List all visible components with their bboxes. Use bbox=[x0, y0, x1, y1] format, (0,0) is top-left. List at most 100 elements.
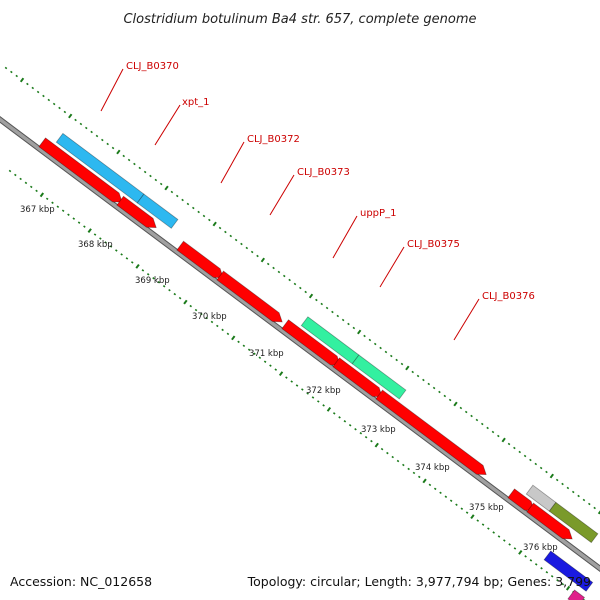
outer-ruler-major-tick bbox=[164, 185, 169, 191]
inner-ruler-minor-tick bbox=[540, 567, 543, 570]
inner-ruler-major-tick bbox=[183, 299, 188, 305]
outer-ruler-minor-tick bbox=[101, 138, 104, 142]
outer-ruler-minor-tick bbox=[523, 454, 527, 458]
outer-ruler-minor-tick bbox=[47, 98, 51, 102]
cds-arrow-clj-b0376[interactable] bbox=[375, 389, 487, 476]
inner-ruler-minor-tick bbox=[216, 324, 219, 328]
inner-ruler-minor-tick bbox=[141, 269, 145, 272]
outer-ruler-minor-tick bbox=[341, 318, 345, 322]
inner-ruler-minor-tick bbox=[348, 424, 352, 427]
kbp-label: 376 kbp bbox=[523, 543, 558, 553]
outer-ruler-minor-tick bbox=[577, 494, 580, 498]
outer-ruler-minor-tick bbox=[282, 274, 286, 278]
gene-label-clj-b0370[interactable]: CLJ_B0370 bbox=[100, 61, 179, 112]
gene-feature-olive[interactable] bbox=[548, 501, 599, 544]
outer-ruler-minor-tick bbox=[443, 394, 447, 398]
gene-label-uppp-1[interactable]: uppP_1 bbox=[332, 208, 396, 259]
outer-ruler-minor-tick bbox=[277, 270, 281, 274]
inner-ruler-minor-tick bbox=[221, 328, 224, 332]
kbp-label: 372 kbp bbox=[306, 386, 341, 396]
outer-ruler-minor-tick bbox=[63, 110, 67, 114]
inner-ruler-minor-tick bbox=[19, 177, 22, 181]
inner-ruler-minor-tick bbox=[120, 253, 123, 256]
inner-ruler-minor-tick bbox=[306, 392, 309, 395]
outer-ruler-minor-tick bbox=[74, 118, 77, 122]
outer-ruler-ticks bbox=[4, 66, 600, 515]
outer-ruler-minor-tick bbox=[143, 170, 147, 174]
inner-ruler-minor-tick bbox=[56, 205, 60, 208]
outer-ruler-minor-tick bbox=[138, 166, 142, 170]
outer-ruler-minor-tick bbox=[529, 458, 532, 462]
outer-ruler-minor-tick bbox=[400, 362, 404, 366]
kbp-label: 375 kbp bbox=[469, 503, 504, 513]
outer-ruler-minor-tick bbox=[593, 506, 596, 510]
outer-ruler-minor-tick bbox=[475, 418, 479, 422]
outer-ruler-minor-tick bbox=[384, 350, 388, 354]
inner-ruler-minor-tick bbox=[99, 237, 102, 240]
gene-label-clj-b0376[interactable]: CLJ_B0376 bbox=[453, 291, 535, 341]
outer-ruler-major-tick bbox=[597, 510, 600, 515]
gene-label-clj-b0373[interactable]: CLJ_B0373 bbox=[269, 167, 350, 216]
gene-label-clj-b0372[interactable]: CLJ_B0372 bbox=[220, 134, 300, 184]
gene-feature-xpt-1[interactable] bbox=[136, 193, 179, 229]
cds-arrow-clj-b0372[interactable] bbox=[176, 240, 224, 279]
inner-ruler-major-tick bbox=[39, 192, 45, 198]
outer-ruler-minor-tick bbox=[10, 70, 13, 74]
outer-ruler-minor-tick bbox=[513, 446, 516, 450]
inner-ruler-minor-tick bbox=[242, 344, 246, 348]
outer-ruler-minor-tick bbox=[299, 286, 302, 290]
outer-ruler-minor-tick bbox=[84, 126, 88, 130]
inner-ruler-major-tick bbox=[326, 406, 332, 412]
gene-feature-blue[interactable] bbox=[543, 550, 594, 592]
inner-ruler-minor-tick bbox=[301, 388, 304, 391]
inner-ruler-minor-tick bbox=[269, 364, 272, 367]
inner-ruler-minor-tick bbox=[210, 320, 214, 324]
inner-ruler-minor-tick bbox=[492, 531, 495, 534]
outer-ruler-minor-tick bbox=[106, 142, 109, 146]
outer-ruler-minor-tick bbox=[464, 410, 468, 414]
outer-ruler-minor-tick bbox=[133, 162, 136, 166]
outer-ruler-minor-tick bbox=[561, 482, 564, 486]
inner-ruler-minor-tick bbox=[29, 185, 33, 189]
gene-feature-clj-b0375[interactable] bbox=[351, 354, 407, 400]
outer-ruler-minor-tick bbox=[518, 450, 522, 454]
outer-ruler-major-tick bbox=[19, 77, 25, 83]
outer-ruler-minor-tick bbox=[480, 422, 484, 426]
gene-label-xpt-1[interactable]: xpt_1 bbox=[154, 97, 210, 146]
gene-label-text: CLJ_B0375 bbox=[407, 239, 460, 250]
gene-label-clj-b0375[interactable]: CLJ_B0375 bbox=[379, 239, 460, 288]
gene-feature-magenta[interactable] bbox=[567, 589, 586, 600]
outer-ruler-minor-tick bbox=[304, 290, 307, 294]
outer-ruler-minor-tick bbox=[320, 302, 324, 306]
outer-ruler-minor-tick bbox=[411, 370, 414, 374]
inner-ruler-minor-tick bbox=[115, 249, 118, 252]
inner-ruler-minor-tick bbox=[354, 428, 357, 431]
inner-ruler-minor-tick bbox=[561, 582, 565, 586]
outer-ruler-minor-tick bbox=[566, 486, 570, 490]
inner-ruler-minor-tick bbox=[14, 173, 17, 177]
inner-ruler-minor-tick bbox=[189, 304, 193, 308]
inner-ruler-minor-tick bbox=[51, 201, 54, 205]
inner-ruler-ticks bbox=[8, 169, 586, 600]
outer-ruler-major-tick bbox=[501, 437, 506, 443]
outer-ruler-minor-tick bbox=[36, 90, 40, 94]
cds-arrow-xpt-1[interactable] bbox=[116, 195, 157, 229]
gene-label-text: CLJ_B0370 bbox=[126, 61, 179, 72]
outer-ruler-minor-tick bbox=[90, 130, 93, 134]
kbp-label: 367 kbp bbox=[20, 205, 55, 215]
cds-arrow-next-2[interactable] bbox=[526, 502, 573, 540]
outer-ruler-minor-tick bbox=[331, 310, 334, 314]
outer-ruler-minor-tick bbox=[122, 154, 126, 158]
cds-arrow-clj-b0375[interactable] bbox=[332, 357, 383, 398]
inner-ruler-minor-tick bbox=[370, 439, 373, 443]
inner-ruler-minor-tick bbox=[263, 360, 267, 363]
outer-ruler-minor-tick bbox=[395, 358, 398, 362]
inner-ruler-minor-tick bbox=[61, 209, 65, 212]
cds-arrow-clj-b0370[interactable] bbox=[38, 137, 123, 203]
inner-ruler-minor-tick bbox=[72, 217, 76, 220]
cds-arrow-clj-b0373[interactable] bbox=[216, 270, 283, 323]
inner-ruler-minor-tick bbox=[460, 507, 464, 510]
kbp-label: 368 kbp bbox=[78, 240, 113, 250]
outer-ruler-minor-tick bbox=[42, 94, 45, 98]
inner-ruler-minor-tick bbox=[125, 257, 129, 260]
